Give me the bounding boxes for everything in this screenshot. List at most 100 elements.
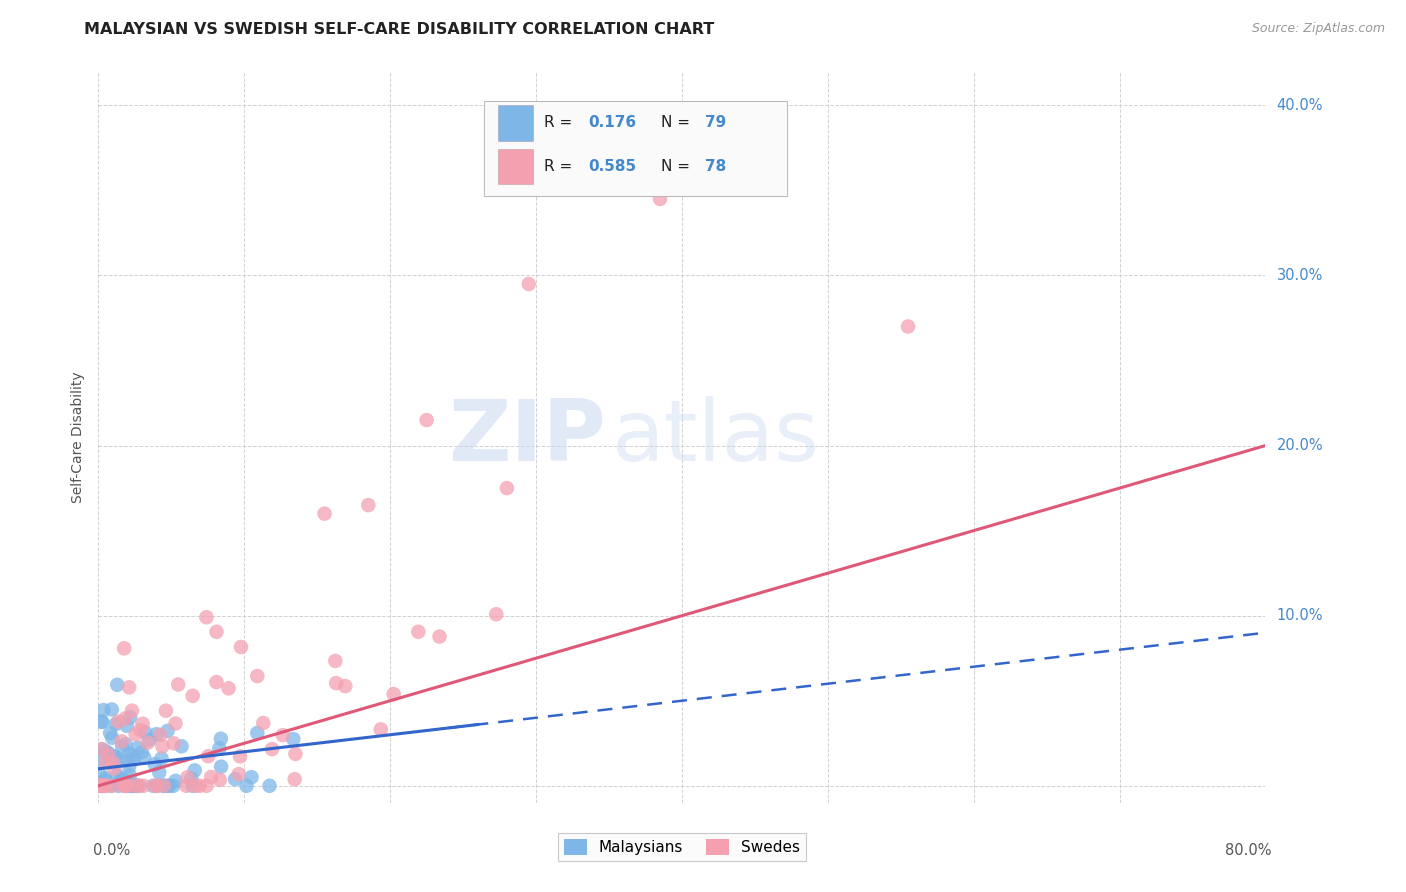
- Point: [146, 779, 169, 793]
- FancyBboxPatch shape: [498, 105, 533, 141]
- Point: [131, 745, 153, 759]
- Point: [125, 779, 148, 793]
- Point: [157, 779, 180, 793]
- Point: [259, 779, 281, 793]
- Text: 0.585: 0.585: [589, 160, 637, 174]
- Point: [132, 779, 155, 793]
- Point: [90, 742, 112, 756]
- Point: [89, 779, 111, 793]
- Point: [90, 714, 112, 729]
- Point: [152, 779, 174, 793]
- Point: [149, 728, 172, 742]
- Point: [195, 779, 218, 793]
- Text: R =: R =: [544, 115, 578, 130]
- Text: atlas: atlas: [612, 395, 820, 479]
- Point: [105, 678, 128, 692]
- Point: [382, 687, 405, 701]
- Point: [163, 736, 186, 750]
- Point: [118, 681, 141, 695]
- Text: 79: 79: [706, 115, 727, 130]
- Point: [167, 677, 190, 691]
- Text: 0.176: 0.176: [589, 115, 637, 130]
- Point: [128, 779, 150, 793]
- Point: [208, 772, 231, 787]
- Text: N =: N =: [661, 115, 695, 130]
- Point: [208, 741, 231, 756]
- Point: [283, 731, 305, 746]
- Point: [517, 277, 540, 291]
- Point: [114, 711, 136, 725]
- Point: [108, 774, 131, 789]
- Point: [229, 640, 252, 654]
- Point: [153, 779, 176, 793]
- Point: [335, 679, 357, 693]
- Point: [246, 726, 269, 740]
- Point: [94, 779, 117, 793]
- Point: [114, 737, 136, 751]
- Point: [240, 770, 263, 784]
- Point: [115, 779, 138, 793]
- Point: [150, 751, 173, 765]
- Point: [104, 717, 127, 731]
- Point: [114, 779, 136, 793]
- Point: [115, 754, 138, 768]
- Point: [181, 779, 204, 793]
- Point: [120, 779, 142, 793]
- Point: [176, 770, 198, 784]
- Point: [284, 747, 307, 761]
- Point: [89, 756, 111, 770]
- Point: [246, 669, 269, 683]
- Point: [124, 779, 146, 793]
- Point: [122, 779, 145, 793]
- Text: 10.0%: 10.0%: [1277, 608, 1323, 624]
- Point: [155, 704, 177, 718]
- Point: [370, 723, 392, 737]
- Point: [224, 772, 246, 787]
- Point: [415, 413, 437, 427]
- Point: [145, 779, 167, 793]
- Point: [94, 756, 117, 770]
- Point: [94, 779, 117, 793]
- Point: [94, 779, 117, 793]
- Point: [111, 777, 134, 791]
- Point: [165, 716, 187, 731]
- Point: [134, 750, 156, 764]
- FancyBboxPatch shape: [484, 101, 787, 195]
- Point: [184, 779, 207, 793]
- Point: [121, 704, 143, 718]
- Point: [127, 740, 149, 755]
- Point: [91, 714, 114, 729]
- Point: [94, 772, 117, 786]
- Point: [229, 749, 252, 764]
- Point: [205, 624, 228, 639]
- Legend: Malaysians, Swedes: Malaysians, Swedes: [558, 833, 806, 861]
- Point: [115, 719, 138, 733]
- Point: [124, 727, 146, 741]
- Point: [184, 764, 207, 778]
- Point: [252, 716, 274, 731]
- Point: [89, 779, 111, 793]
- Point: [284, 772, 307, 787]
- Point: [134, 725, 156, 739]
- Text: 78: 78: [706, 160, 727, 174]
- Point: [195, 610, 218, 624]
- Y-axis label: Self-Care Disability: Self-Care Disability: [72, 371, 86, 503]
- Point: [145, 779, 167, 793]
- Point: [110, 776, 132, 790]
- Point: [170, 739, 193, 754]
- Point: [145, 727, 167, 741]
- Point: [205, 675, 228, 690]
- Point: [97, 747, 120, 761]
- Point: [101, 779, 124, 793]
- Point: [117, 779, 139, 793]
- Text: R =: R =: [544, 160, 578, 174]
- Point: [136, 736, 159, 750]
- Point: [118, 747, 141, 761]
- Point: [128, 779, 150, 793]
- Point: [114, 779, 136, 793]
- Point: [115, 779, 138, 793]
- Point: [143, 757, 166, 772]
- Point: [121, 779, 143, 793]
- Point: [325, 676, 347, 690]
- Point: [188, 779, 211, 793]
